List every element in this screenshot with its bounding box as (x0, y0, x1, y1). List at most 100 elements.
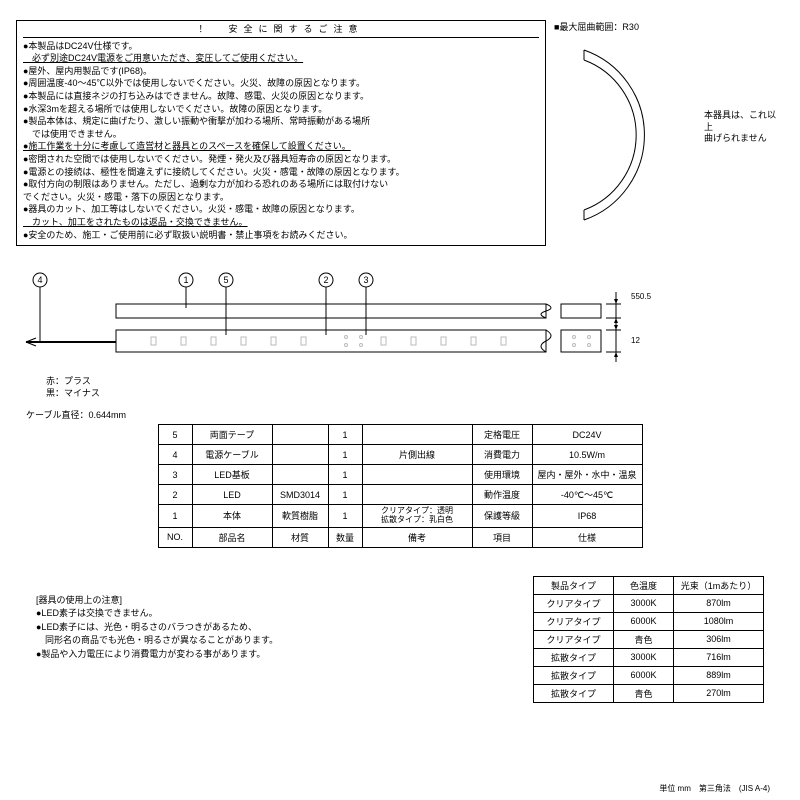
table-cell: 拡散タイプ (534, 666, 614, 684)
usage-line: 同形名の商品でも光色・明るさが異なることがあります。 (36, 634, 356, 648)
usage-title: [器具の使用上の注意] (36, 594, 356, 608)
arc-icon (574, 40, 704, 230)
table-cell: 保護等級 (472, 505, 532, 528)
safety-line: ●水深3mを超える場所では使用しないでください。故障の原因となります。 (23, 103, 539, 116)
table-cell: LED基板 (192, 465, 272, 485)
safety-line: ●製品本体は、規定に曲げたり、激しい振動や衝撃が加わる場所、常時振動がある場所 (23, 115, 539, 128)
table-cell: 使用環境 (472, 465, 532, 485)
table-cell: クリアタイプ (534, 612, 614, 630)
dim-12: 12 (631, 336, 640, 345)
table-header-cell: 製品タイプ (534, 576, 614, 594)
table-cell: 拡散タイプ (534, 684, 614, 702)
safety-line: では使用できません。 (23, 128, 539, 141)
safety-line: ●電源との接続は、極性を間違えずに接続してください。火災・感電・故障の原因となり… (23, 166, 539, 179)
table-cell: 青色 (614, 684, 674, 702)
bend-title: ■最大屈曲範囲：R30 (554, 20, 784, 33)
table-cell: 数量 (328, 527, 362, 547)
cable-diameter: ケーブル直径：0.644mm (26, 408, 126, 421)
safety-line: ●屋外、屋内用製品です(IP68)。 (23, 65, 539, 78)
table-cell: 拡散タイプ (534, 648, 614, 666)
safety-line: ●密閉された空間では使用しないでください。発煙・発火及び器具短寿命の原因となりま… (23, 153, 539, 166)
table-row: クリアタイプ青色306lm (534, 630, 764, 648)
table-cell: 6000K (614, 612, 674, 630)
table-cell: 片側出線 (362, 445, 472, 465)
usage-line: ●製品や入力電圧により消費電力が変わる事があります。 (36, 648, 356, 662)
svg-text:2: 2 (323, 275, 328, 285)
table-header-cell: 色温度 (614, 576, 674, 594)
table-cell: 889lm (674, 666, 764, 684)
table-row: 1本体軟質樹脂1クリアタイプ：透明拡散タイプ：乳白色保護等級IP68 (158, 505, 642, 528)
safety-line: ●安全のため、施工・ご使用前に必ず取扱い説明書・禁止事項をお読みください。 (23, 229, 539, 242)
table-cell: LED (192, 485, 272, 505)
table-cell (362, 465, 472, 485)
table-cell: 10.5W/m (532, 445, 642, 465)
safety-line: ●本製品には直接ネジの打ち込みはできません。故障、感電、火災の原因となります。 (23, 90, 539, 103)
table-cell: 消費電力 (472, 445, 532, 465)
table-cell: 2 (158, 485, 192, 505)
usage-notes: [器具の使用上の注意] ●LED素子は交換できません。●LED素子には、光色・明… (36, 576, 356, 703)
table-cell: 備考 (362, 527, 472, 547)
table-cell (272, 425, 328, 445)
table-row: 4電源ケーブル 1片側出線消費電力10.5W/m (158, 445, 642, 465)
table-cell: 項目 (472, 527, 532, 547)
table-cell: クリアタイプ：透明拡散タイプ：乳白色 (362, 505, 472, 528)
table-cell: DC24V (532, 425, 642, 445)
table-cell (362, 425, 472, 445)
safety-line: カット、加工をされたものは返品・交換できません。 (23, 216, 539, 229)
table-row: 3LED基板1使用環境屋内・屋外・水中・温泉 (158, 465, 642, 485)
bend-caption: 本器具は、これ以上 曲げられません (704, 110, 784, 145)
table-cell: 電源ケーブル (192, 445, 272, 465)
table-cell (362, 485, 472, 505)
usage-line: ●LED素子には、光色・明るさのバラつきがあるため、 (36, 621, 356, 635)
svg-text:4: 4 (37, 275, 42, 285)
table-cell: 部品名 (192, 527, 272, 547)
table-cell: 材質 (272, 527, 328, 547)
table-cell: 両面テープ (192, 425, 272, 445)
table-cell: 1 (328, 445, 362, 465)
table-cell (272, 445, 328, 465)
dim-5505: 550.5 (631, 292, 651, 301)
safety-line: ●本製品はDC24V仕様です。 (23, 40, 539, 53)
table-cell: 4 (158, 445, 192, 465)
safety-lines: ●本製品はDC24V仕様です。 必ず別途DC24V電源をご用意いただき、変圧して… (23, 40, 539, 242)
table-cell: 本体 (192, 505, 272, 528)
table-cell: 動作温度 (472, 485, 532, 505)
table-cell: 1 (328, 505, 362, 528)
table-row: NO.部品名材質数量備考項目仕様 (158, 527, 642, 547)
svg-text:5: 5 (223, 275, 228, 285)
table-row: 拡散タイプ青色270lm (534, 684, 764, 702)
table-cell: 306lm (674, 630, 764, 648)
product-diagram: 4 1 5 2 3 (16, 270, 656, 420)
table-cell: 1 (328, 485, 362, 505)
table-cell: 5 (158, 425, 192, 445)
table-row: 5両面テープ1定格電圧DC24V (158, 425, 642, 445)
table-header-cell: 光束（1mあたり） (674, 576, 764, 594)
safety-line: でください。火災・感電・落下の原因となります。 (23, 191, 539, 204)
table-cell: クリアタイプ (534, 630, 614, 648)
diagram-svg: 4 1 5 2 3 (16, 270, 656, 410)
table-cell: SMD3014 (272, 485, 328, 505)
safety-line: 必ず別途DC24V電源をご用意いただき、変圧してご使用ください。 (23, 52, 539, 65)
table-row: 製品タイプ色温度光束（1mあたり） (534, 576, 764, 594)
table-cell: 3000K (614, 648, 674, 666)
table-cell: IP68 (532, 505, 642, 528)
safety-title: ！ 安全に関するご注意 (23, 23, 539, 38)
table-cell: 定格電圧 (472, 425, 532, 445)
safety-line: ●器具のカット、加工等はしないでください。火災・感電・故障の原因となります。 (23, 203, 539, 216)
table-cell: 6000K (614, 666, 674, 684)
table-cell: 青色 (614, 630, 674, 648)
table-cell: 270lm (674, 684, 764, 702)
table-cell: NO. (158, 527, 192, 547)
usage-line: ●LED素子は交換できません。 (36, 607, 356, 621)
bend-diagram: ■最大屈曲範囲：R30 本器具は、これ以上 曲げられません (554, 20, 784, 246)
cable-polarity: 赤：プラス 黒：マイナス (46, 376, 100, 399)
table-cell: 870lm (674, 594, 764, 612)
footer-note: 単位 mm 第三角法 (JIS A-4) (659, 783, 770, 794)
table-cell: 軟質樹脂 (272, 505, 328, 528)
table-cell: 仕様 (532, 527, 642, 547)
table-cell: 1 (328, 465, 362, 485)
table-row: 拡散タイプ6000K889lm (534, 666, 764, 684)
svg-text:3: 3 (363, 275, 368, 285)
parts-table: 5両面テープ1定格電圧DC24V4電源ケーブル1片側出線消費電力10.5W/m3… (158, 424, 643, 548)
table-row: 拡散タイプ3000K716lm (534, 648, 764, 666)
